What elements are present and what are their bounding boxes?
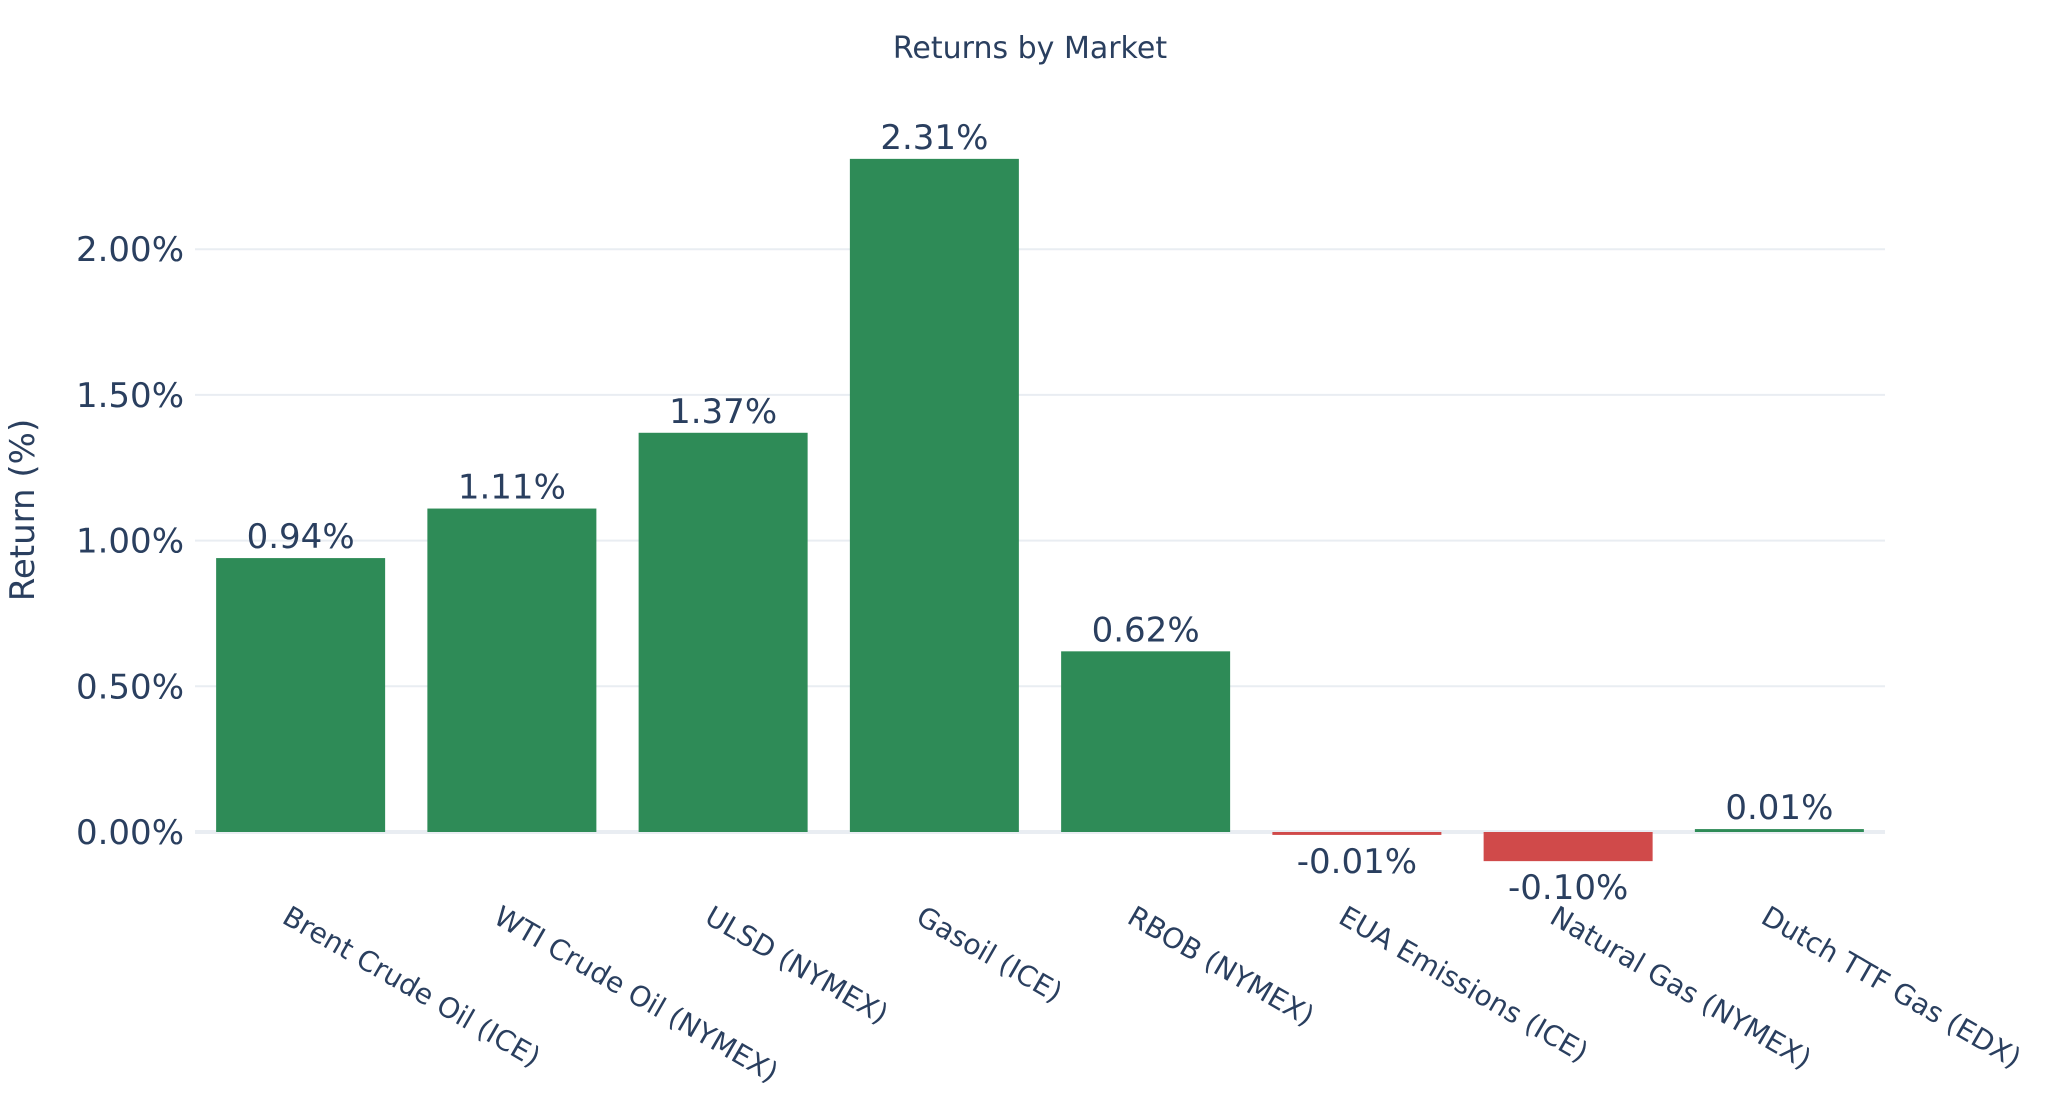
bar bbox=[1061, 651, 1231, 832]
y-tick-label: 0.00% bbox=[76, 813, 184, 853]
x-tick-label: ULSD (NYMEX) bbox=[700, 899, 894, 1030]
chart-title: Returns by Market bbox=[893, 31, 1167, 66]
bar bbox=[1483, 832, 1653, 862]
x-tick-label: RBOB (NYMEX) bbox=[1122, 899, 1320, 1032]
y-tick-label: 2.00% bbox=[76, 230, 184, 270]
data-label: 0.94% bbox=[247, 517, 355, 557]
y-axis-ticks: 0.00% 0.50% 1.00% 1.50% 2.00% bbox=[76, 230, 184, 853]
data-label: -0.10% bbox=[1508, 868, 1628, 908]
bar bbox=[216, 558, 386, 832]
bar bbox=[1272, 832, 1442, 835]
data-label: -0.01% bbox=[1297, 842, 1417, 882]
data-label: 1.37% bbox=[669, 392, 777, 432]
bar bbox=[427, 508, 597, 832]
bar bbox=[638, 432, 808, 832]
x-axis-ticks: Brent Crude Oil (ICE)WTI Crude Oil (NYME… bbox=[277, 899, 2027, 1089]
x-tick-label: Gasoil (ICE) bbox=[911, 899, 1068, 1009]
y-tick-label: 1.00% bbox=[76, 522, 184, 562]
data-label: 0.01% bbox=[1725, 788, 1833, 828]
y-axis-title: Return (%) bbox=[3, 419, 43, 601]
bar bbox=[849, 158, 1019, 833]
data-label: 1.11% bbox=[458, 468, 566, 508]
data-label: 0.62% bbox=[1092, 610, 1200, 650]
y-tick-label: 0.50% bbox=[76, 667, 184, 707]
bars bbox=[216, 158, 1864, 862]
bar bbox=[1694, 829, 1864, 832]
y-tick-label: 1.50% bbox=[76, 376, 184, 416]
data-labels: 0.94% 1.11% 1.37% 2.31% 0.62% -0.01% -0.10% 0.0… bbox=[247, 118, 1834, 908]
data-label: 2.31% bbox=[880, 118, 988, 158]
